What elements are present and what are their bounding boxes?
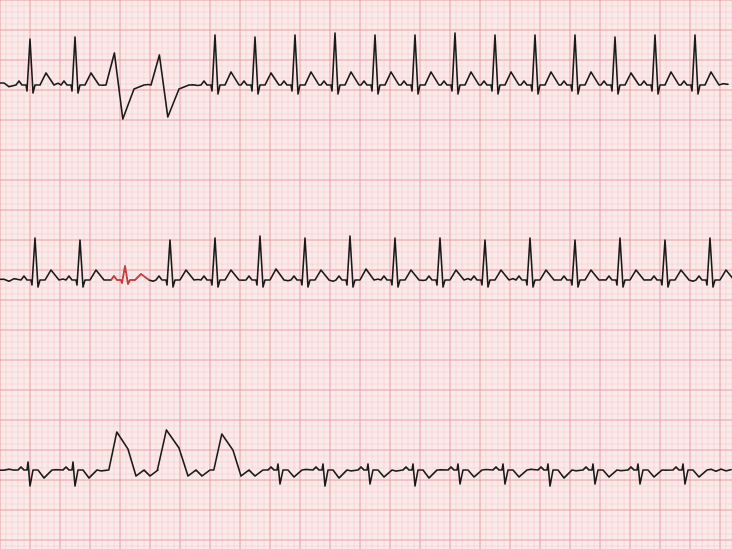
ecg-svg — [0, 0, 732, 549]
ecg-chart — [0, 0, 732, 549]
